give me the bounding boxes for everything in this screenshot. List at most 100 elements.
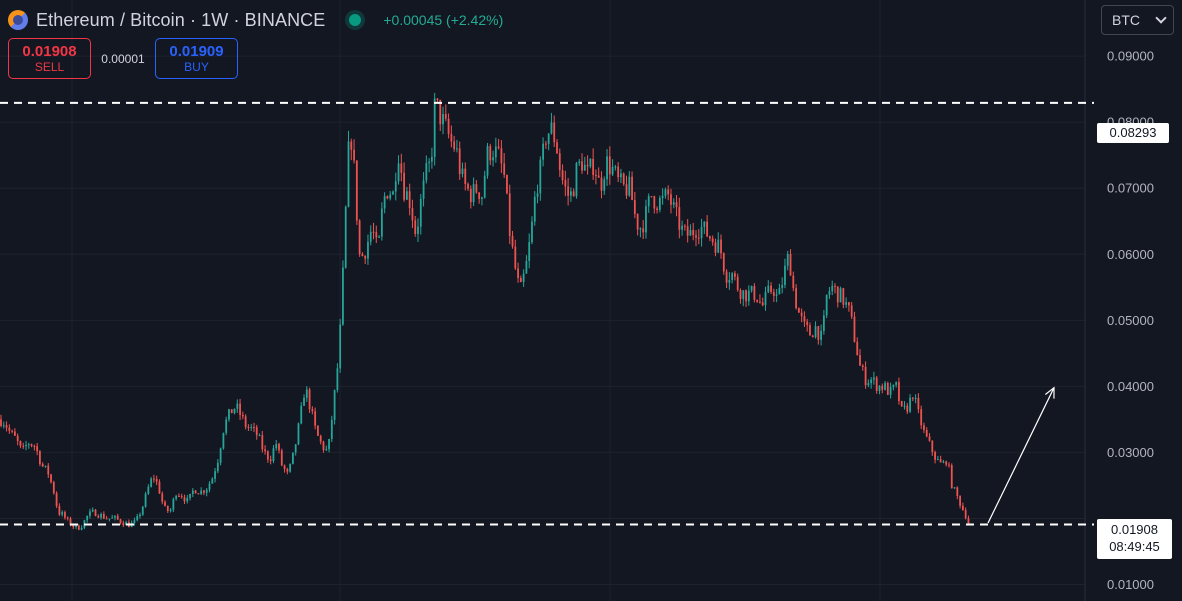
candle-body[interactable]	[444, 113, 447, 119]
candle-body[interactable]	[917, 397, 920, 410]
candle-body[interactable]	[322, 441, 325, 450]
candle-body[interactable]	[41, 463, 44, 467]
candle-body[interactable]	[842, 288, 845, 305]
candle-body[interactable]	[931, 440, 934, 453]
candle-body[interactable]	[603, 179, 606, 191]
candle-body[interactable]	[775, 294, 778, 296]
candle-body[interactable]	[489, 146, 492, 161]
candle-body[interactable]	[711, 238, 714, 243]
candle-body[interactable]	[228, 409, 230, 420]
candle-body[interactable]	[289, 463, 292, 472]
candle-body[interactable]	[216, 462, 219, 472]
candle-body[interactable]	[678, 207, 681, 230]
candle-body[interactable]	[269, 459, 272, 462]
candle-body[interactable]	[825, 294, 828, 316]
candle-body[interactable]	[884, 383, 886, 390]
candle-body[interactable]	[478, 192, 481, 200]
candle-body[interactable]	[581, 161, 583, 171]
candle-body[interactable]	[169, 509, 172, 512]
candle-body[interactable]	[800, 312, 803, 317]
candle-body[interactable]	[670, 194, 672, 205]
candle-body[interactable]	[939, 459, 942, 463]
candle-body[interactable]	[172, 498, 175, 510]
candle-body[interactable]	[898, 382, 900, 402]
candle-body[interactable]	[622, 173, 625, 185]
candle-body[interactable]	[839, 288, 842, 303]
candle-body[interactable]	[77, 525, 80, 530]
candle-body[interactable]	[964, 510, 967, 519]
candle-body[interactable]	[91, 509, 94, 512]
market-open-status-icon[interactable]	[349, 14, 362, 26]
candle-body[interactable]	[747, 290, 750, 302]
candle-body[interactable]	[389, 194, 392, 199]
candle-body[interactable]	[836, 286, 839, 303]
candle-body[interactable]	[250, 427, 253, 429]
candle-body[interactable]	[27, 444, 30, 446]
candle-body[interactable]	[550, 122, 553, 134]
candle-body[interactable]	[108, 518, 111, 520]
candle-body[interactable]	[297, 423, 300, 445]
candle-body[interactable]	[806, 321, 809, 326]
candle-body[interactable]	[0, 419, 2, 426]
candle-body[interactable]	[656, 208, 658, 210]
candle-body[interactable]	[292, 452, 294, 464]
trend-arrow-line[interactable]	[987, 387, 1055, 524]
candle-body[interactable]	[772, 291, 775, 296]
buy-button[interactable]: 0.01909 BUY	[155, 38, 238, 79]
candle-body[interactable]	[325, 449, 328, 451]
candle-body[interactable]	[650, 196, 653, 198]
candle-body[interactable]	[903, 405, 906, 407]
candle-body[interactable]	[205, 489, 208, 493]
candle-body[interactable]	[300, 405, 303, 424]
candle-body[interactable]	[442, 113, 444, 125]
candle-body[interactable]	[614, 166, 617, 168]
symbol-title[interactable]: Ethereum / Bitcoin · 1W · BINANCE	[36, 9, 326, 30]
candle-body[interactable]	[542, 143, 544, 160]
candle-body[interactable]	[75, 525, 77, 527]
candle-body[interactable]	[153, 478, 155, 480]
candle-body[interactable]	[417, 226, 419, 234]
sell-button[interactable]: 0.01908 SELL	[8, 38, 91, 79]
candle-body[interactable]	[425, 162, 428, 181]
candle-body[interactable]	[583, 164, 586, 171]
candle-body[interactable]	[703, 221, 706, 227]
candle-body[interactable]	[64, 512, 66, 518]
candle-body[interactable]	[756, 299, 759, 302]
candle-body[interactable]	[700, 226, 703, 239]
candle-body[interactable]	[589, 158, 592, 167]
candle-body[interactable]	[734, 273, 736, 277]
candle-body[interactable]	[950, 465, 953, 489]
candle-body[interactable]	[781, 284, 784, 289]
candle-body[interactable]	[547, 133, 550, 144]
candle-body[interactable]	[878, 385, 881, 391]
candle-body[interactable]	[586, 164, 589, 167]
candle-body[interactable]	[422, 180, 425, 199]
candle-body[interactable]	[506, 174, 508, 194]
candle-body[interactable]	[811, 335, 814, 338]
candle-body[interactable]	[797, 308, 800, 313]
candle-body[interactable]	[831, 285, 834, 292]
candle-body[interactable]	[305, 389, 308, 398]
candle-body[interactable]	[675, 202, 678, 208]
candle-body[interactable]	[600, 177, 603, 191]
candle-body[interactable]	[33, 445, 36, 447]
candle-body[interactable]	[450, 133, 453, 142]
candle-body[interactable]	[514, 246, 517, 269]
candle-body[interactable]	[8, 427, 11, 431]
candle-body[interactable]	[953, 487, 956, 489]
candle-body[interactable]	[681, 225, 683, 230]
candle-body[interactable]	[639, 228, 642, 230]
candle-body[interactable]	[611, 166, 614, 175]
candle-body[interactable]	[647, 196, 650, 207]
candle-body[interactable]	[664, 189, 667, 196]
candle-body[interactable]	[155, 478, 158, 482]
candle-body[interactable]	[86, 515, 89, 521]
candle-body[interactable]	[469, 188, 472, 203]
candle-body[interactable]	[845, 302, 848, 305]
candle-body[interactable]	[742, 290, 745, 299]
candle-body[interactable]	[308, 389, 311, 410]
candle-body[interactable]	[697, 237, 700, 239]
candle-body[interactable]	[114, 515, 116, 518]
candle-body[interactable]	[870, 379, 873, 384]
candle-body[interactable]	[895, 382, 898, 385]
